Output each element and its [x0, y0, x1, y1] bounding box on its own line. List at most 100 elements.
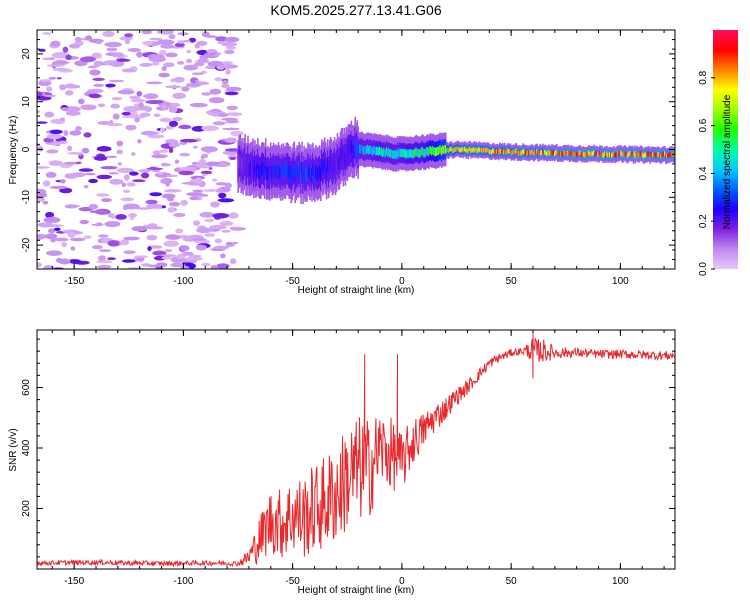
ridge-core — [509, 148, 512, 154]
noise-blob — [98, 234, 109, 238]
noise-blob — [115, 214, 127, 220]
noise-blob — [134, 207, 153, 210]
ridge-core — [410, 149, 413, 158]
noise-blob — [148, 245, 163, 249]
noise-blob — [105, 83, 116, 88]
colorbar-ticks: 0.0 0.2 0.4 0.6 0.8 — [698, 70, 715, 276]
ridge-core — [598, 152, 600, 158]
y-tick-label: 10 — [21, 96, 32, 108]
noise-blob — [192, 189, 204, 193]
noise-blob — [168, 120, 179, 127]
noise-blob — [44, 111, 55, 118]
noise-blob — [191, 72, 204, 75]
ridge-core — [472, 147, 474, 153]
noise-blob — [106, 47, 118, 52]
ridge-core — [336, 152, 339, 166]
ridge-core — [379, 146, 381, 155]
ridge-core — [581, 152, 584, 158]
ridge-core — [567, 150, 570, 155]
ridge-core — [562, 150, 565, 155]
ridge-core — [280, 164, 283, 178]
ridge-core — [311, 168, 313, 182]
noise-blob — [181, 86, 190, 92]
ridge-core — [270, 166, 273, 180]
ridge-core — [392, 150, 395, 159]
ridge-core — [254, 159, 256, 173]
ridge-core — [616, 152, 618, 157]
noise-blob — [93, 60, 101, 68]
noise-blob — [52, 61, 70, 65]
noise-blob — [215, 182, 229, 186]
ridge-core — [292, 163, 295, 177]
ridge-core — [622, 151, 625, 157]
ridge-core — [522, 148, 525, 154]
noise-blob — [165, 52, 178, 58]
ridge-core — [315, 164, 317, 178]
ridge-core — [564, 150, 567, 155]
noise-blob — [200, 146, 218, 153]
ridge-core — [261, 162, 263, 176]
ridge-core — [374, 145, 376, 155]
ridge-core — [603, 152, 605, 158]
noise-blob — [102, 30, 115, 38]
ridge-core — [504, 150, 507, 155]
ridge-core — [424, 148, 426, 158]
ridge-core — [318, 166, 320, 180]
ridge-core — [620, 151, 623, 157]
ridge-core — [333, 156, 336, 170]
ridge-core — [479, 147, 481, 153]
noise-blob — [160, 254, 177, 258]
ridge-core — [642, 153, 645, 159]
ridge-core — [285, 162, 288, 176]
ridge-core — [441, 145, 444, 154]
noise-blob — [141, 30, 152, 35]
noise-blob — [208, 97, 225, 104]
noise-blob — [180, 199, 189, 206]
colorbar-label: Normalized spectral amplitude — [722, 94, 733, 229]
ridge-core — [499, 147, 501, 153]
ridge-core — [312, 162, 314, 176]
ridge-core — [502, 149, 505, 155]
noise-blob — [67, 259, 82, 264]
ridge-core — [597, 152, 599, 158]
ridge-core — [499, 149, 502, 154]
noise-blob — [64, 173, 78, 179]
ridge-core — [300, 171, 302, 185]
noise-blob — [116, 58, 131, 62]
noise-blob — [67, 231, 76, 238]
ridge-core — [458, 147, 461, 153]
ridge-core — [585, 152, 588, 158]
ridge-core — [281, 167, 284, 181]
ridge-core — [383, 148, 386, 157]
noise-blob — [136, 256, 145, 262]
ridge-core — [525, 150, 528, 156]
ridge-core — [550, 150, 552, 156]
noise-blob — [206, 49, 218, 54]
ridge-core — [556, 149, 558, 155]
noise-blob — [195, 79, 200, 83]
ridge-core — [515, 148, 518, 154]
snr-x-axis-label: Height of straight line (km) — [298, 585, 415, 596]
ridge-core — [470, 148, 472, 154]
ridge-core — [491, 150, 493, 155]
ridge-core — [655, 153, 657, 158]
x-tick-label: -50 — [285, 276, 300, 287]
ridge-core — [337, 157, 340, 171]
noise-blob — [196, 227, 213, 233]
ridge-core — [288, 166, 291, 180]
ridge-core — [341, 147, 344, 161]
noise-blob — [164, 85, 182, 89]
ridge-core — [484, 148, 486, 154]
noise-blob — [37, 96, 52, 101]
ridge-core — [423, 148, 425, 158]
ridge-core — [604, 151, 606, 157]
noise-blob — [80, 104, 97, 111]
noise-blob — [43, 216, 61, 223]
ridge-core — [354, 136, 356, 150]
noise-blob — [37, 222, 54, 228]
ridge-core — [391, 150, 394, 159]
ridge-core — [529, 150, 531, 156]
ridge-core — [426, 147, 428, 156]
noise-blob — [229, 156, 236, 160]
